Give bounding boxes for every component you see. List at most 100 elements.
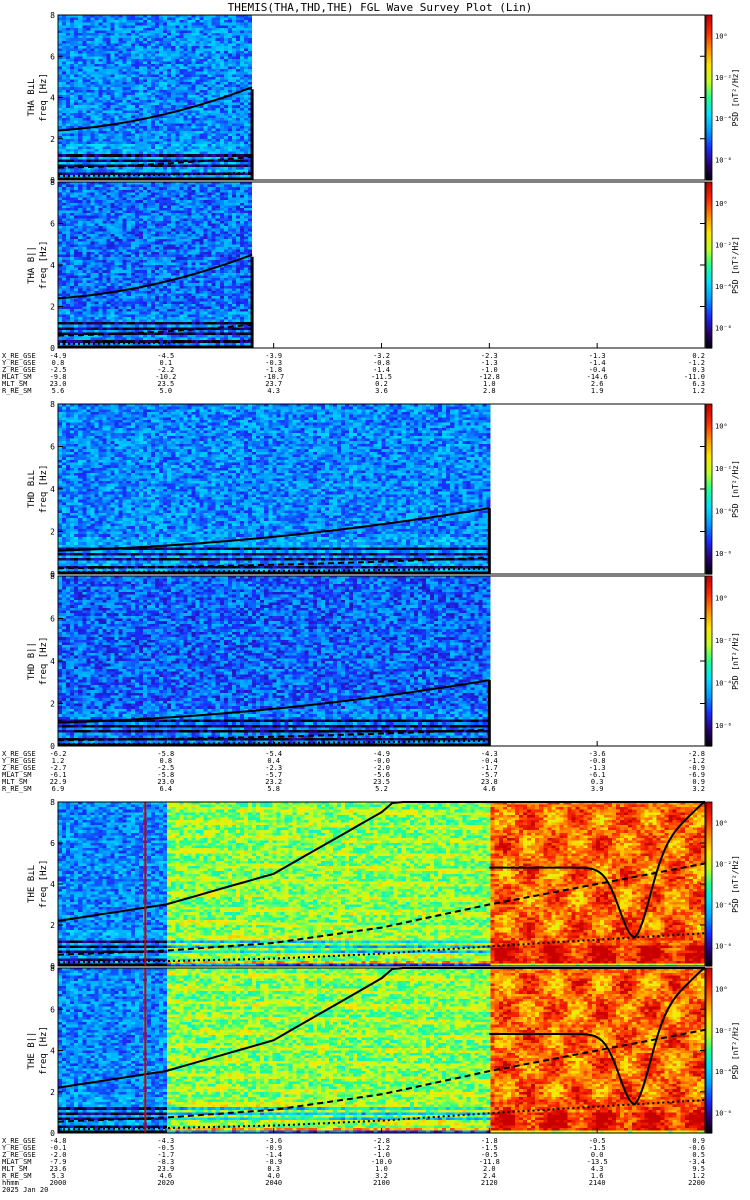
colorbar-segment [706,275,712,279]
colorbar-tick-label: 10⁻⁴ [715,507,732,515]
colorbar-segment [706,1118,712,1122]
colorbar-segment [706,198,712,202]
ephemeris-value: 0.9 [692,778,705,786]
ephemeris-value: 6.4 [160,785,173,793]
colorbar-segment [706,582,712,586]
ephemeris-value: -2.5 [157,764,174,772]
colorbar-segment [706,607,712,611]
y-tick-label: 8 [50,572,55,581]
ephemeris-value: 0.1 [160,359,173,367]
colorbar-segment [706,523,712,526]
colorbar-segment [706,937,712,940]
ephemeris-value: 0.0 [591,1151,604,1159]
colorbar-segment [706,629,712,632]
dip-curve [489,967,706,1106]
colorbar-segment [706,60,712,64]
colorbar-segment [706,215,712,218]
ephemeris-value: 23.5 [373,778,390,786]
colorbar-segment [706,648,712,651]
colorbar-segment [706,929,712,932]
colorbar-tick-label: 10⁰ [715,594,728,602]
colorbar-segment [706,624,712,628]
colorbar-segment [706,250,712,254]
ephemeris-date: 2025 Jan 20 [2,1186,48,1194]
colorbar-segment [706,845,712,848]
colorbar-segment [706,76,712,80]
colorbar-segment [706,446,712,450]
colorbar-segment [706,968,712,971]
colorbar-segment [706,970,712,973]
ephemeris-value: 6.3 [692,380,705,388]
colorbar-segment [706,1031,712,1035]
y-tick-label: 2 [50,303,55,312]
colorbar-segment [706,418,712,422]
colorbar-segment [706,840,712,844]
spectrogram-panel: 0 2 4 6 8 THD B|| freq [Hz] 10⁰ 10⁻² 10⁻⁴ 10⁻⁶ PSD … [27,572,740,751]
colorbar-segment [706,213,712,216]
colorbar-segment [706,697,712,700]
colorbar-segment [706,743,712,747]
colorbar-segment [706,427,712,431]
colorbar-segment [706,599,712,603]
colorbar-segment [706,597,712,600]
colorbar-segment [706,1106,712,1109]
ephemeris-value: 0.9 [692,1137,705,1145]
y-tick-label: 6 [50,839,55,848]
colorbar-segment [706,990,712,994]
colorbar: 10⁰ 10⁻² 10⁻⁴ 10⁻⁶ PSD [nT²/Hz] [705,575,740,747]
ephemeris-value: -1.7 [157,1151,174,1159]
colorbar-segment [706,661,712,664]
ephemeris-value: -0.6 [688,1144,705,1152]
colorbar-segment [706,165,712,169]
ephemeris-value: -5.4 [265,750,282,758]
ephemeris-value: -8.3 [157,1158,174,1166]
colorbar-segment [706,843,712,846]
colorbar-segment [706,1069,712,1072]
colorbar-segment [706,472,712,475]
colorbar-segment [706,920,712,924]
colorbar-segment [706,818,712,822]
colorbar-segment [706,695,712,698]
colorbar-segment [706,302,712,306]
ephemeris-value: -14.6 [587,373,608,381]
colorbar-segment [706,74,712,78]
colorbar-segment [706,283,712,287]
colorbar-segment [706,221,712,225]
colorbar-segment [706,337,712,341]
colorbar-segment [706,684,712,688]
ephemeris-value: -9.8 [50,373,67,381]
colorbar-segment [706,194,712,198]
colorbar-segment [706,828,712,832]
colorbar: 10⁰ 10⁻² 10⁻⁴ 10⁻⁶ PSD [nT²/Hz] [705,801,740,967]
colorbar-segment [706,508,712,511]
ephemeris-value: -1.8 [481,1137,498,1145]
colorbar-segment [706,206,712,210]
colorbar-segment [706,495,712,499]
colorbar-segment [706,563,712,567]
colorbar-segment [706,1048,712,1052]
y-tick-label: 4 [50,94,55,103]
colorbar-segment [706,879,712,883]
colorbar-segment [706,39,712,43]
ephemeris-value: -4.3 [157,1137,174,1145]
quarter-gyro-line [58,567,490,574]
colorbar-segment [706,820,712,824]
ephemeris-value: -6.2 [50,750,67,758]
colorbar-segment [706,830,712,834]
colorbar-segment [706,665,712,668]
colorbar-segment [706,157,712,160]
colorbar-segment [706,70,712,74]
y-tick-label: 8 [50,178,55,187]
colorbar-segment [706,1052,712,1056]
colorbar-segment [706,1104,712,1107]
colorbar-segment [706,304,712,308]
colorbar-segment [706,190,712,193]
colorbar-segment [706,93,712,97]
colorbar-tick-label: 10⁻⁶ [715,722,732,730]
colorbar-segment [706,242,712,245]
colorbar-segment [706,448,712,452]
colorbar-segment [706,610,712,613]
colorbar-segment [706,482,712,486]
colorbar-segment [706,331,712,335]
colorbar-segment [706,675,712,679]
